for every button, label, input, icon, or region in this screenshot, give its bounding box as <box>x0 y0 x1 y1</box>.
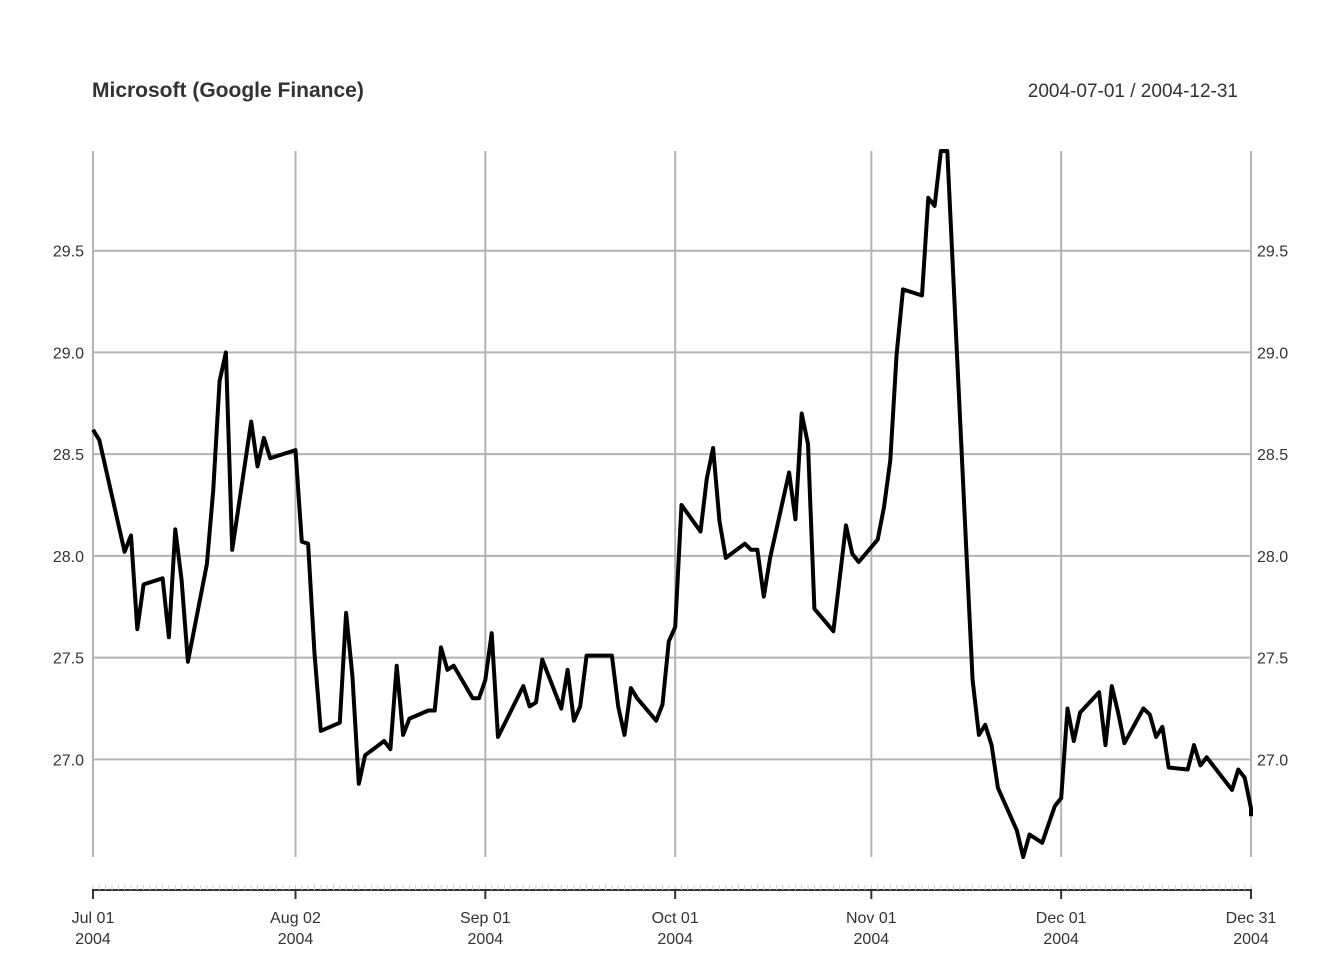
x-tick-label-year: 2004 <box>75 931 111 948</box>
y-tick-label-right: 27.5 <box>1257 651 1288 668</box>
y-axis-right-ticks: 27.0 27.5 28.0 28.5 29.0 29.5 <box>1257 244 1288 770</box>
y-tick-label-right: 29.5 <box>1257 244 1288 261</box>
chart-title: Microsoft (Google Finance) <box>92 79 364 102</box>
date-range-label: 2004-07-01 / 2004-12-31 <box>1028 81 1238 102</box>
y-tick-label-left: 29.0 <box>53 345 84 362</box>
x-axis: Jul 01 2004 Aug 02 2004 Sep 01 2004 Oct 01 2004… <box>72 885 1277 948</box>
x-tick-label-month: Dec 01 <box>1036 910 1087 927</box>
y-axis-left-ticks: 27.0 27.5 28.0 28.5 29.0 29.5 <box>53 244 84 770</box>
y-tick-label-left: 29.5 <box>53 244 84 261</box>
series-layer <box>91 149 1253 859</box>
x-tick-label-year: 2004 <box>1043 931 1079 948</box>
price-line <box>91 149 1253 859</box>
y-tick-label-left: 28.5 <box>53 447 84 464</box>
x-tick-label-year: 2004 <box>1233 931 1269 948</box>
y-tick-label-right: 28.5 <box>1257 447 1288 464</box>
y-tick-label-left: 28.0 <box>53 549 84 566</box>
y-tick-label-right: 28.0 <box>1257 549 1288 566</box>
x-tick-label-month: Sep 01 <box>460 910 511 927</box>
x-tick-label-month: Nov 01 <box>846 910 897 927</box>
x-tick-label-year: 2004 <box>854 931 890 948</box>
y-tick-label-left: 27.5 <box>53 651 84 668</box>
x-tick-label-year: 2004 <box>278 931 314 948</box>
gridlines <box>92 151 1252 857</box>
y-tick-label-right: 29.0 <box>1257 345 1288 362</box>
y-tick-label-left: 27.0 <box>53 752 84 769</box>
x-tick-label-year: 2004 <box>468 931 504 948</box>
x-tick-label-month: Oct 01 <box>652 910 699 927</box>
x-tick-label-month: Jul 01 <box>72 910 115 927</box>
x-tick-label-month: Dec 31 <box>1226 910 1277 927</box>
y-tick-label-right: 27.0 <box>1257 752 1288 769</box>
x-tick-label-year: 2004 <box>657 931 693 948</box>
x-tick-label-month: Aug 02 <box>270 910 321 927</box>
